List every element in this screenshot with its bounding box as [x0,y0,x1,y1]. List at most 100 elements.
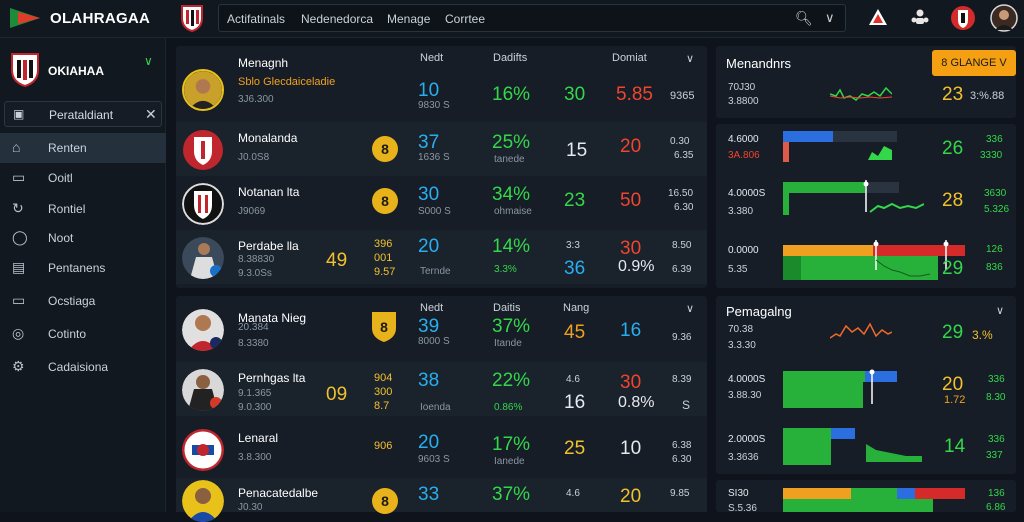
table-row[interactable]: Pernhgas lta 9.1.365 9.0.300 09 904 300 … [176,362,707,416]
row-label: SI30 [728,488,749,499]
search-icon[interactable]: 🔍︎ [795,10,813,26]
nav-item-2[interactable]: Nedenedorca [301,12,374,26]
sparkline-chart [830,322,892,339]
sidebar-item-6[interactable]: ▭ Ocstiaga [0,286,166,316]
stat-sub: 0.9% [618,258,655,275]
table-row[interactable]: Notanan lta J9069 8 30 S000 S 34% ohmais… [176,176,707,230]
refresh-icon: ↻ [12,200,24,216]
player-value: 8.38830 [238,254,275,265]
user-avatar[interactable] [990,4,1018,32]
stat-value: 33 [418,484,440,505]
close-icon[interactable]: ✕ [145,106,157,122]
team-selector[interactable]: ▣ Perataldiant ✕ [4,101,162,127]
row-label: 4.0000S [728,188,766,199]
stat-sub: S000 S [418,206,451,217]
sidebar-item-1[interactable]: ⌂ Renten [0,133,166,163]
stat-sub: 6.30 [674,202,694,213]
player-value: 20.384 [238,322,269,333]
table-row[interactable]: Manata Nieg 20.384 8.3380 8 39 8000 S 37… [176,302,707,356]
table-row[interactable]: Perdabe lla 8.38830 9.3.0Ss 49 396 001 9… [176,230,707,284]
stat-percent: 14% [492,236,531,257]
sparkline-chart [873,240,949,277]
progress-bar-green [851,488,897,499]
sidebar-item-label: Ocstiaga [48,294,96,308]
sidebar-item-3[interactable]: ↻ Rontiel [0,194,166,224]
stat-sub: 1.72 [944,394,966,406]
nav-item-4[interactable]: Corrtee [445,12,486,26]
rating-badge: 8 [372,136,398,162]
stat-sub: 001 [374,252,393,264]
chevron-down-icon[interactable]: ∨ [686,53,695,65]
sidebar-item-label: Ooitl [48,171,73,185]
player-avatar [182,369,224,411]
stat-score: 49 [326,250,348,271]
stat-sub: 126 [986,244,1003,255]
sidebar-item-7[interactable]: ◎ Cotinto [0,319,166,349]
stat-value: 20 [418,432,440,453]
table-row[interactable]: Monalanda J0.0S8 8 37 1636 S 25% tanede … [176,122,707,176]
chevron-down-icon[interactable]: ∨ [144,54,153,68]
stat-sub: 336 [988,434,1005,445]
player-value: 3J6.300 [238,94,274,105]
sparkline-chart [866,444,922,462]
change-button[interactable]: 8 GLANGE V [932,50,1016,76]
sidebar-item-4[interactable]: ◯ Noot [0,223,166,253]
sidebar-item-5[interactable]: ▤ Pentanens [0,253,166,283]
stat-sub: Itande [494,338,522,349]
stat-sub: 3.% [972,328,993,342]
nav-item-3[interactable]: Menage [387,12,431,26]
progress-bar-red [873,245,965,256]
stat-value: 0.30 [670,136,690,147]
stat-sub: 300 [374,386,393,398]
stat-value: 6.38 [672,440,692,451]
table-row[interactable]: Lenaral 3.8.300 906 20 9603 S 17% Ianede… [176,422,707,476]
row-sub: 3.380 [728,206,754,217]
chevron-down-icon[interactable]: ∨ [996,305,1005,317]
column-header: Nedt [420,302,444,314]
stat-value: 9365 [670,90,695,102]
player-name: Penacatedalbe [238,486,319,500]
team-crest-icon [11,53,39,88]
stat-value: 20 [620,486,642,507]
sidebar-item-8[interactable]: ⚙ Cadaisiona [0,352,166,382]
stat-value: 8.39 [672,374,692,385]
club-crest-icon: 8 [372,312,396,342]
stat-sub: 3:%.88 [970,90,1005,102]
inbox-icon: ▭ [12,169,26,185]
progress-bar-green [783,428,831,439]
sidebar-item-2[interactable]: ▭ Ooitl [0,163,166,193]
app-brand: OLAHRAGAA [50,10,151,27]
row-sub: 3.8800 [728,96,759,107]
stat-value: 8.50 [672,240,692,251]
stat-sub: 4.6 [566,374,580,385]
stat-percent: 34% [492,184,531,205]
player-name: Notanan lta [238,185,300,199]
progress-bar-green [783,439,831,465]
alert-icon[interactable] [868,8,888,26]
chat-icon: ◯ [12,229,28,245]
stat-sub: 904 [374,372,393,384]
club-badge-icon[interactable] [950,4,976,32]
progress-track [865,182,899,193]
table-row[interactable]: Menagnh Sblo Glecdaiceladie 3J6.300 10 9… [176,56,707,116]
nav-item-1[interactable]: Actifatinals [227,12,286,26]
player-avatar [182,480,224,522]
sparkline-chart [830,86,892,101]
player-name: Lenaral [238,431,279,445]
stat-value: 36 [564,258,586,279]
stat-sub: Ioenda [420,402,451,413]
stat-value: 23 [564,190,586,211]
logo-icon [10,8,40,28]
chevron-down-icon[interactable]: ∨ [686,303,695,315]
collapse-icon[interactable]: ∨ [825,10,835,25]
club-crest-icon [182,429,224,471]
team-name: OKIAHAA [48,64,104,78]
table-row[interactable]: Penacatedalbe J0.30 8 33 37% 4.6 20 9.85 [176,478,707,522]
stat-percent: 25% [492,132,531,153]
progress-bar-green [783,499,933,512]
users-icon[interactable] [910,8,930,26]
player-avatar [182,69,224,111]
stat-sub: 336 [986,134,1003,145]
progress-bar-blue [783,131,833,142]
club-crest-icon[interactable] [180,4,204,32]
